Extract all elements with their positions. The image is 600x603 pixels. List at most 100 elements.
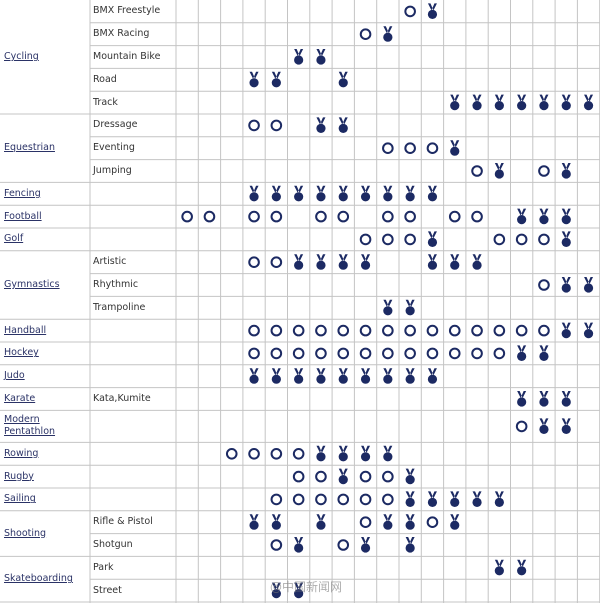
session-icon xyxy=(315,210,327,223)
session-icon xyxy=(292,470,305,483)
session-icon xyxy=(359,347,372,360)
medal-icon xyxy=(561,322,571,339)
medal-icon xyxy=(405,468,415,485)
medal xyxy=(360,192,371,202)
session-icon xyxy=(426,324,439,337)
ribbon xyxy=(294,49,304,56)
session-icon xyxy=(315,493,327,506)
ribbon xyxy=(561,208,571,216)
ribbon xyxy=(427,491,437,499)
medal xyxy=(561,283,571,293)
medal xyxy=(383,520,393,530)
ribbon xyxy=(271,368,281,376)
ribbon xyxy=(271,582,281,590)
sport-name: Fencing xyxy=(4,187,41,199)
session-icon xyxy=(404,142,416,154)
medal-icon xyxy=(517,391,527,407)
medal xyxy=(405,374,415,384)
session-icon xyxy=(382,493,394,506)
sport-name: Gymnastics xyxy=(4,279,60,290)
ribbon xyxy=(361,537,371,544)
event-name: Dressage xyxy=(93,119,138,131)
medal-icon xyxy=(561,208,571,225)
session-icon xyxy=(359,516,372,529)
ribbon xyxy=(405,491,415,499)
medal xyxy=(427,192,438,202)
ribbon xyxy=(316,185,326,193)
medal xyxy=(271,589,281,599)
medal-icon xyxy=(271,514,281,530)
medal xyxy=(249,192,259,202)
medal-icon xyxy=(271,582,281,599)
medal xyxy=(517,351,527,361)
session-icon xyxy=(382,142,394,154)
session-icon xyxy=(292,347,305,360)
session-icon xyxy=(315,347,327,360)
medal-icon xyxy=(472,491,482,507)
sport-name: Skateboarding xyxy=(4,573,73,585)
session-icon xyxy=(359,493,372,506)
session-icon xyxy=(337,324,350,337)
ribbon xyxy=(427,231,437,239)
ribbon xyxy=(249,71,259,79)
medal xyxy=(271,374,281,384)
session-icon xyxy=(270,324,283,337)
medal-icon xyxy=(450,254,460,270)
medal-icon xyxy=(316,185,326,202)
medal-icon xyxy=(583,322,594,339)
medal-icon xyxy=(561,231,571,247)
watermark: @中国新闻网 xyxy=(270,580,343,594)
sport-name: Football xyxy=(4,210,42,222)
medal-icon xyxy=(405,537,415,553)
medal xyxy=(383,306,393,316)
medal xyxy=(249,374,259,384)
medal xyxy=(383,452,393,462)
medal-icon xyxy=(338,368,348,384)
medal xyxy=(583,329,594,339)
medal xyxy=(405,192,415,202)
sport-name: Equestrian xyxy=(4,142,55,154)
medal-icon xyxy=(316,254,326,270)
medal xyxy=(405,543,415,553)
medal-icon xyxy=(539,94,549,111)
medal xyxy=(338,78,348,88)
event-name: Street xyxy=(93,584,122,596)
ribbon xyxy=(294,582,304,590)
ribbon xyxy=(517,345,527,353)
ribbon xyxy=(361,185,371,193)
ribbon xyxy=(405,514,415,522)
ribbon xyxy=(539,94,549,102)
medal-icon xyxy=(316,514,326,530)
ribbon xyxy=(517,208,527,216)
medal xyxy=(539,351,549,361)
ribbon xyxy=(427,3,437,11)
session-icon xyxy=(337,539,350,551)
ribbon xyxy=(472,94,482,102)
sport-name: Rugby xyxy=(4,470,34,482)
session-icon xyxy=(426,142,439,154)
session-icon xyxy=(515,420,528,433)
medal-icon xyxy=(517,559,527,576)
medal-icon xyxy=(360,368,371,384)
medal xyxy=(338,452,348,462)
medal xyxy=(316,374,326,384)
medal-icon xyxy=(494,94,504,111)
ribbon xyxy=(539,345,549,353)
medal xyxy=(427,497,438,507)
medal xyxy=(316,55,326,65)
event-name: Road xyxy=(93,73,117,85)
ribbon xyxy=(383,368,393,376)
ribbon xyxy=(517,559,527,567)
medal-icon xyxy=(316,445,326,462)
ribbon xyxy=(316,445,326,453)
ribbon xyxy=(316,254,326,262)
ribbon xyxy=(294,537,304,544)
medal xyxy=(450,520,460,530)
medal xyxy=(561,237,571,247)
ribbon xyxy=(294,254,304,262)
ribbon xyxy=(405,185,415,193)
session-icon xyxy=(359,28,372,41)
session-icon xyxy=(426,516,439,529)
medal-icon xyxy=(294,254,304,270)
